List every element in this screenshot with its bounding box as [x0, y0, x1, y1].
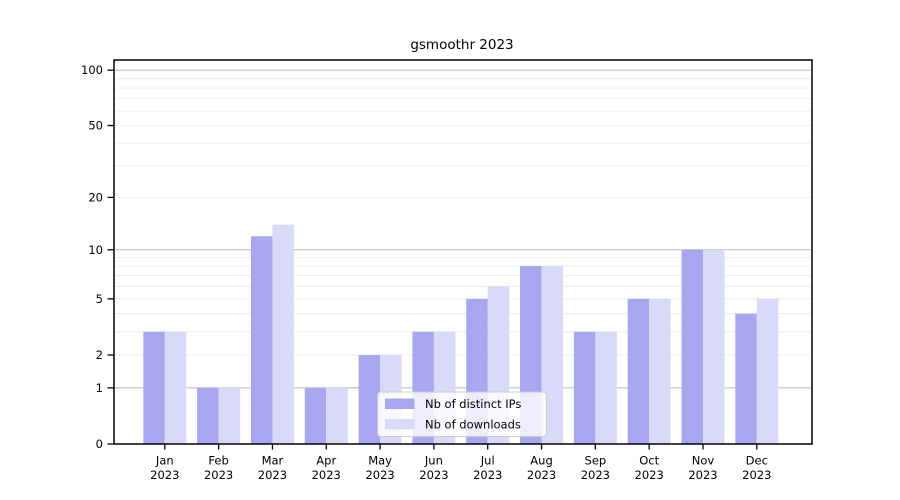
x-tick-label-month-apr: Apr [316, 454, 336, 468]
bar-dec-downloads [756, 298, 779, 444]
x-axis: Jan2023Feb2023Mar2023Apr2023May2023Jun20… [150, 444, 771, 482]
bar-sep-downloads [595, 331, 617, 444]
bar-apr-ips [304, 387, 327, 444]
y-tick-label-2: 2 [96, 348, 103, 362]
x-tick-label-month-oct: Oct [639, 454, 659, 468]
x-tick-label-year-feb: 2023 [204, 468, 233, 482]
bar-nov-downloads [703, 249, 725, 444]
minor-gridlines [114, 78, 812, 356]
legend-box [377, 391, 547, 437]
bar-sep-ips [573, 331, 596, 444]
bar-jan-ips [143, 331, 165, 444]
bar-nov-ips [681, 249, 703, 444]
bar-jan-downloads [164, 331, 187, 444]
x-tick-label-year-mar: 2023 [258, 468, 287, 482]
bar-oct-downloads [649, 298, 671, 444]
x-tick-label-year-dec: 2023 [742, 468, 771, 482]
bar-dec-ips [735, 313, 757, 444]
y-tick-label-100: 100 [81, 63, 103, 77]
x-tick-label-year-aug: 2023 [527, 468, 556, 482]
bar-may-ips [358, 355, 381, 444]
y-tick-label-5: 5 [96, 292, 103, 306]
bar-feb-ips [197, 387, 219, 444]
x-tick-label-month-may: May [368, 454, 392, 468]
x-tick-label-year-may: 2023 [365, 468, 394, 482]
x-tick-label-year-jun: 2023 [419, 468, 448, 482]
chart-title: gsmoothr 2023 [410, 37, 513, 53]
legend: Nb of distinct IPs Nb of downloads [377, 391, 547, 437]
plot-border [113, 59, 813, 445]
x-tick-label-month-jan: Jan [155, 454, 174, 468]
x-tick-label-year-nov: 2023 [688, 468, 717, 482]
y-tick-label-10: 10 [88, 243, 103, 257]
y-tick-label-0: 0 [96, 437, 103, 451]
x-tick-label-year-jul: 2023 [473, 468, 502, 482]
x-tick-label-year-apr: 2023 [312, 468, 341, 482]
y-axis: 0 1 2 5 10 20 50 100 [81, 63, 114, 451]
x-tick-label-year-jan: 2023 [150, 468, 179, 482]
x-tick-label-month-dec: Dec [746, 454, 768, 468]
legend-label-downloads: Nb of downloads [425, 417, 521, 431]
legend-swatch-distinct-ips [385, 398, 415, 409]
legend-swatch-downloads [385, 419, 415, 430]
bar-mar-ips [250, 236, 273, 444]
y-tick-label-1: 1 [96, 381, 103, 395]
bar-apr-downloads [326, 387, 348, 444]
x-tick-label-month-mar: Mar [262, 454, 284, 468]
x-tick-label-month-aug: Aug [530, 454, 552, 468]
y-tick-label-20: 20 [88, 190, 103, 204]
x-tick-label-year-oct: 2023 [635, 468, 664, 482]
x-tick-label-month-jul: Jul [480, 454, 495, 468]
x-tick-label-month-jun: Jun [424, 454, 443, 468]
x-tick-label-year-sep: 2023 [581, 468, 610, 482]
bar-mar-downloads [272, 224, 294, 444]
x-tick-label-month-sep: Sep [585, 454, 607, 468]
legend-label-distinct-ips: Nb of distinct IPs [425, 397, 521, 411]
bar-oct-ips [627, 298, 650, 444]
bar-feb-downloads [218, 387, 241, 444]
x-tick-label-month-feb: Feb [208, 454, 228, 468]
x-tick-label-month-nov: Nov [692, 454, 715, 468]
y-tick-label-50: 50 [88, 119, 103, 133]
